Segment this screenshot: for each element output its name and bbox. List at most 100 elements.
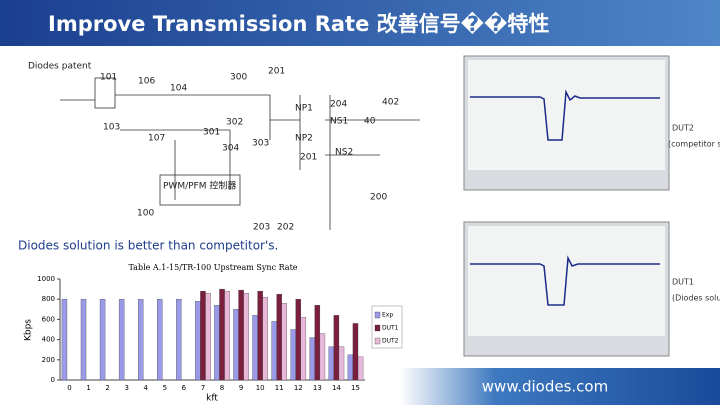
bar xyxy=(276,293,282,381)
diagram-label: NS2 xyxy=(335,148,353,158)
bar xyxy=(333,315,340,381)
y-tick-label: 400 xyxy=(42,336,55,344)
x-tick-label: 7 xyxy=(201,384,205,392)
bar xyxy=(347,354,354,381)
bar xyxy=(195,301,201,381)
diagram-label: 300 xyxy=(230,73,247,83)
x-tick-label: 6 xyxy=(182,384,187,392)
controller xyxy=(159,174,241,206)
diagram-label: 100 xyxy=(137,209,154,219)
scope-label: DUT1 xyxy=(672,278,694,287)
diagram-label: 104 xyxy=(170,84,187,94)
x-tick-label: 4 xyxy=(144,384,149,392)
bar xyxy=(257,290,263,381)
caption: Diodes solution is better than competito… xyxy=(18,239,278,253)
x-tick-label: 12 xyxy=(294,384,303,392)
bar xyxy=(61,299,68,381)
legend-swatch xyxy=(374,324,381,332)
x-tick-label: 5 xyxy=(163,384,167,392)
diagram-label: 301 xyxy=(203,128,220,138)
diagram-label: 202 xyxy=(277,223,294,233)
diagram-label: PWM/PFM 控制器 xyxy=(163,180,236,192)
scope-frames xyxy=(463,55,670,357)
bar xyxy=(200,290,206,381)
bar xyxy=(99,299,106,381)
diagram-label: 200 xyxy=(370,193,387,203)
x-tick-label: 10 xyxy=(256,384,265,392)
x-axis-label: kft xyxy=(206,394,218,404)
y-tick-label: 600 xyxy=(42,315,55,323)
legend-label: Exp xyxy=(382,312,393,319)
diagram-label: 40 xyxy=(364,117,376,127)
x-tick-label: 11 xyxy=(275,384,284,392)
bar xyxy=(138,299,144,381)
x-tick-label: 1 xyxy=(86,384,90,392)
bar xyxy=(214,305,220,381)
x-tick-label: 15 xyxy=(351,384,360,392)
bar xyxy=(314,305,321,381)
scope-note: (competitor solution) xyxy=(668,140,720,149)
diagram-label: 106 xyxy=(138,77,155,87)
diagram-title: Diodes patent xyxy=(28,62,92,72)
scope-note: (Diodes solution) xyxy=(672,294,720,303)
bar xyxy=(118,299,125,381)
x-tick-label: 2 xyxy=(105,384,109,392)
bar xyxy=(262,297,268,381)
bar xyxy=(328,346,335,381)
bar xyxy=(309,337,315,381)
diagram-label: NP1 xyxy=(295,104,313,114)
bar xyxy=(243,292,249,381)
y-tick-label: 0 xyxy=(51,376,55,384)
bar xyxy=(238,289,244,381)
x-tick-label: 14 xyxy=(332,384,341,392)
diagram-label: NP2 xyxy=(295,134,313,144)
bar xyxy=(271,321,277,381)
bar xyxy=(80,299,87,381)
scope-label: DUT2 xyxy=(672,124,694,133)
bar xyxy=(224,290,230,381)
bar xyxy=(205,292,211,381)
diagram-label: 101 xyxy=(100,73,117,83)
y-tick-label: 200 xyxy=(42,356,55,364)
y-axis-label: Kbps xyxy=(24,319,34,341)
diagram-label: 201 xyxy=(300,153,317,163)
x-tick-label: 3 xyxy=(124,384,128,392)
bar xyxy=(319,333,326,381)
footer-bar xyxy=(400,368,720,405)
bar xyxy=(300,317,307,381)
diagram-label: 103 xyxy=(103,123,120,133)
bar xyxy=(233,309,239,381)
bar xyxy=(157,299,163,381)
bar xyxy=(176,299,182,381)
bar xyxy=(281,303,287,381)
bar xyxy=(252,315,258,381)
bar xyxy=(357,356,364,381)
diagram-label: NS1 xyxy=(330,117,348,127)
legend-label: DUT1 xyxy=(382,325,399,332)
y-tick-label: 1000 xyxy=(37,275,55,283)
bar xyxy=(338,346,345,381)
x-tick-label: 13 xyxy=(313,384,322,392)
diagram-label: 203 xyxy=(253,223,270,233)
x-tick-label: 8 xyxy=(220,384,224,392)
diagram-label: 303 xyxy=(252,139,269,149)
bar xyxy=(295,299,301,381)
y-tick-label: 800 xyxy=(42,295,55,303)
legend-swatch xyxy=(374,311,381,319)
diagram-label: 107 xyxy=(148,134,165,144)
legend-label: DUT2 xyxy=(382,338,399,345)
diagram-label: 302 xyxy=(226,118,243,128)
bar xyxy=(352,323,359,381)
bar xyxy=(290,329,296,381)
wire xyxy=(60,94,420,230)
header-bar xyxy=(0,0,720,46)
footer-url: www.diodes.com xyxy=(482,378,608,396)
bar xyxy=(219,288,225,381)
diagram-label: 204 xyxy=(330,100,347,110)
x-tick-label: 9 xyxy=(239,384,243,392)
legend-swatch xyxy=(374,337,381,345)
chart-title: Table A.1-15/TR-100 Upstream Sync Rate xyxy=(128,263,297,272)
patent-diagram xyxy=(60,77,420,230)
